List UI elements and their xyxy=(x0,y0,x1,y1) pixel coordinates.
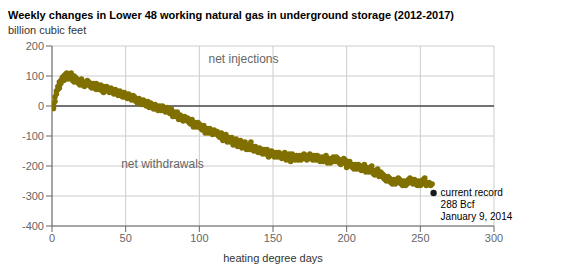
svg-text:current record288 BcfJanuary 9: current record288 BcfJanuary 9, 2014 xyxy=(441,187,513,222)
svg-text:-400: -400 xyxy=(22,220,44,232)
svg-text:200: 200 xyxy=(337,232,355,244)
svg-text:150: 150 xyxy=(264,232,282,244)
svg-text:0: 0 xyxy=(49,232,55,244)
svg-text:300: 300 xyxy=(485,232,503,244)
svg-text:net withdrawals: net withdrawals xyxy=(121,157,204,171)
svg-text:100: 100 xyxy=(190,232,208,244)
svg-text:100: 100 xyxy=(26,70,44,82)
svg-text:heating degree days: heating degree days xyxy=(223,252,323,264)
html-text:Weekly changes in Lower 48 wor: Weekly changes in Lower 48 working natur… xyxy=(8,9,454,21)
svg-text:0: 0 xyxy=(38,100,44,112)
svg-text:-300: -300 xyxy=(22,190,44,202)
svg-text:250: 250 xyxy=(411,232,429,244)
svg-text:200: 200 xyxy=(26,40,44,52)
html-text:billion cubic feet: billion cubic feet xyxy=(8,24,87,36)
svg-text:net injections: net injections xyxy=(209,52,279,66)
svg-text:50: 50 xyxy=(120,232,132,244)
svg-text:-200: -200 xyxy=(22,160,44,172)
svg-text:-100: -100 xyxy=(22,130,44,142)
